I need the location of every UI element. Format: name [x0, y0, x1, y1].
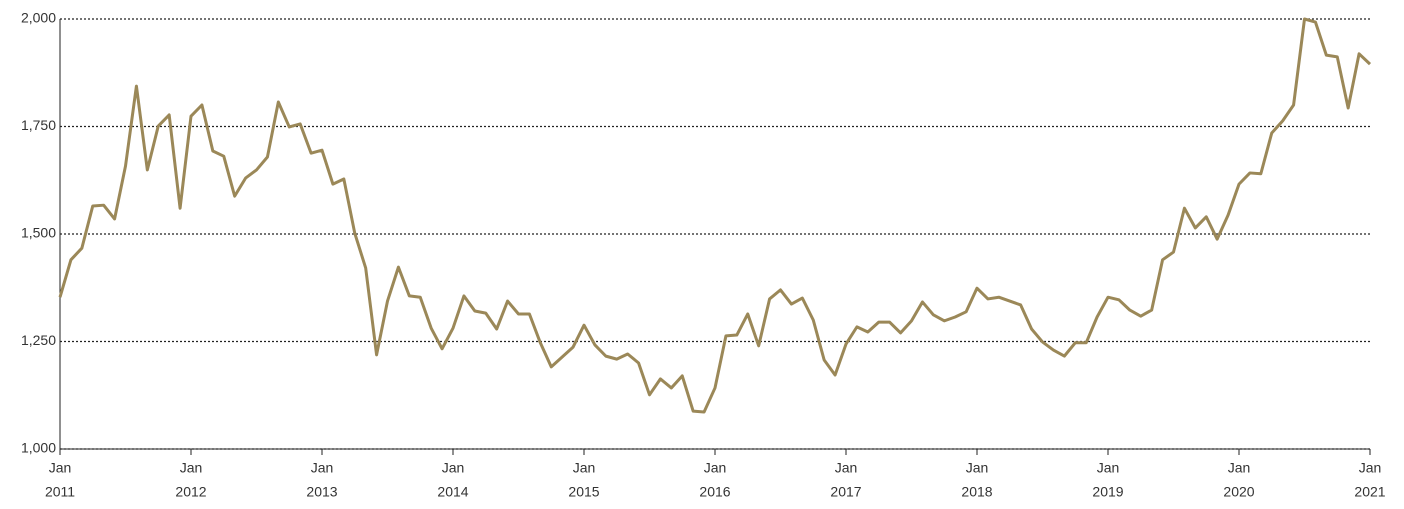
x-tick-label: 2019 [1092, 484, 1123, 500]
x-tick-label: 2013 [306, 484, 337, 500]
x-tick-label: Jan [835, 460, 858, 476]
x-tick-label: 2011 [45, 484, 75, 500]
x-tick-label: 2012 [175, 484, 206, 500]
x-tick-label: Jan [1228, 460, 1251, 476]
x-tick-label: Jan [311, 460, 334, 476]
x-tick-label: Jan [442, 460, 465, 476]
x-tick-label: 2021 [1354, 484, 1385, 500]
x-tick-label: 2015 [568, 484, 599, 500]
x-tick-label: Jan [1097, 460, 1120, 476]
x-tick-label: Jan [49, 460, 72, 476]
y-tick-label: 1,250 [21, 332, 56, 348]
x-tick-label: 2020 [1223, 484, 1254, 500]
x-tick-label: Jan [704, 460, 727, 476]
y-tick-label: 2,000 [21, 10, 56, 26]
x-tick-label: Jan [180, 460, 203, 476]
y-tick-label: 1,000 [21, 440, 56, 456]
x-tick-label: Jan [1359, 460, 1382, 476]
x-tick-label: Jan [966, 460, 989, 476]
x-tick-label: Jan [573, 460, 596, 476]
x-tick-label: 2016 [699, 484, 730, 500]
x-tick-label: 2017 [830, 484, 861, 500]
x-tick-label: 2014 [437, 484, 468, 500]
series-line [58, 17, 1372, 414]
x-tick-label: 2018 [961, 484, 992, 500]
y-tick-label: 1,750 [21, 117, 56, 133]
y-tick-label: 1,500 [21, 225, 56, 241]
